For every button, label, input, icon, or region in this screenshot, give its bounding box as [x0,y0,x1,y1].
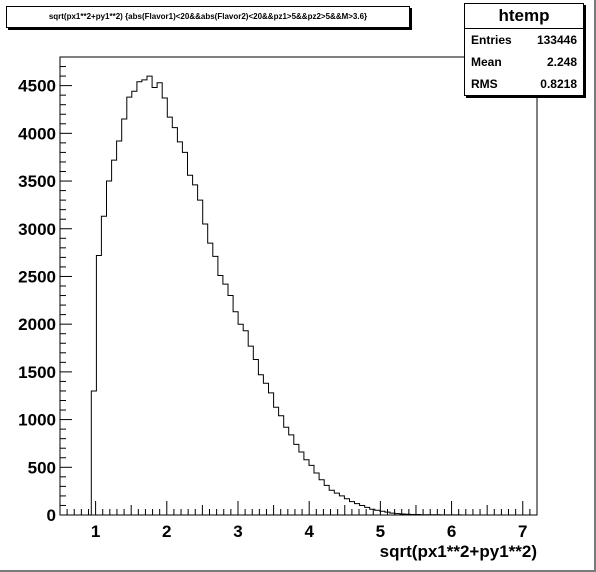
x-axis-label: sqrt(px1**2+py1**2) [380,542,537,561]
y-tick-label: 1000 [18,411,56,430]
x-tick-label: 2 [162,522,171,541]
stats-label: RMS [471,77,498,91]
plot-frame [59,56,538,516]
y-tick-label: 500 [28,458,56,477]
y-axis-ticks: 0 500 1000 1500 2000 2500 3000 3500 4000 4500 [18,66,72,525]
x-tick-label: 4 [304,522,314,541]
y-tick-label: 1500 [18,363,56,382]
x-tick-label: 3 [233,522,242,541]
y-tick-label: 3500 [18,172,56,191]
x-tick-label: 5 [376,522,385,541]
stats-label: Entries [471,33,512,47]
chart-title: sqrt(px1**2+py1**2) {abs(Flavor1)<20&&ab… [6,6,410,28]
stats-box: htemp Entries 133446 Mean 2.248 RMS 0.82… [464,3,584,96]
y-tick-label: 3000 [18,220,56,239]
y-tick-label: 0 [47,506,56,525]
stats-row-mean: Mean 2.248 [465,51,583,73]
x-tick-label: 6 [447,522,456,541]
x-tick-label: 1 [91,522,100,541]
stats-value: 2.248 [546,55,577,69]
y-tick-label: 2000 [18,315,56,334]
stats-histogram-name: htemp [465,4,583,29]
histogram-series-line [90,75,471,516]
y-tick-label: 4000 [18,124,56,143]
stats-row-entries: Entries 133446 [465,29,583,51]
stats-value: 133446 [536,33,577,47]
stats-label: Mean [471,55,502,69]
stats-value: 0.8218 [540,77,577,91]
y-tick-label: 4500 [18,77,56,96]
x-tick-label: 7 [518,522,527,541]
stats-row-rms: RMS 0.8218 [465,73,583,95]
y-tick-label: 2500 [18,267,56,286]
